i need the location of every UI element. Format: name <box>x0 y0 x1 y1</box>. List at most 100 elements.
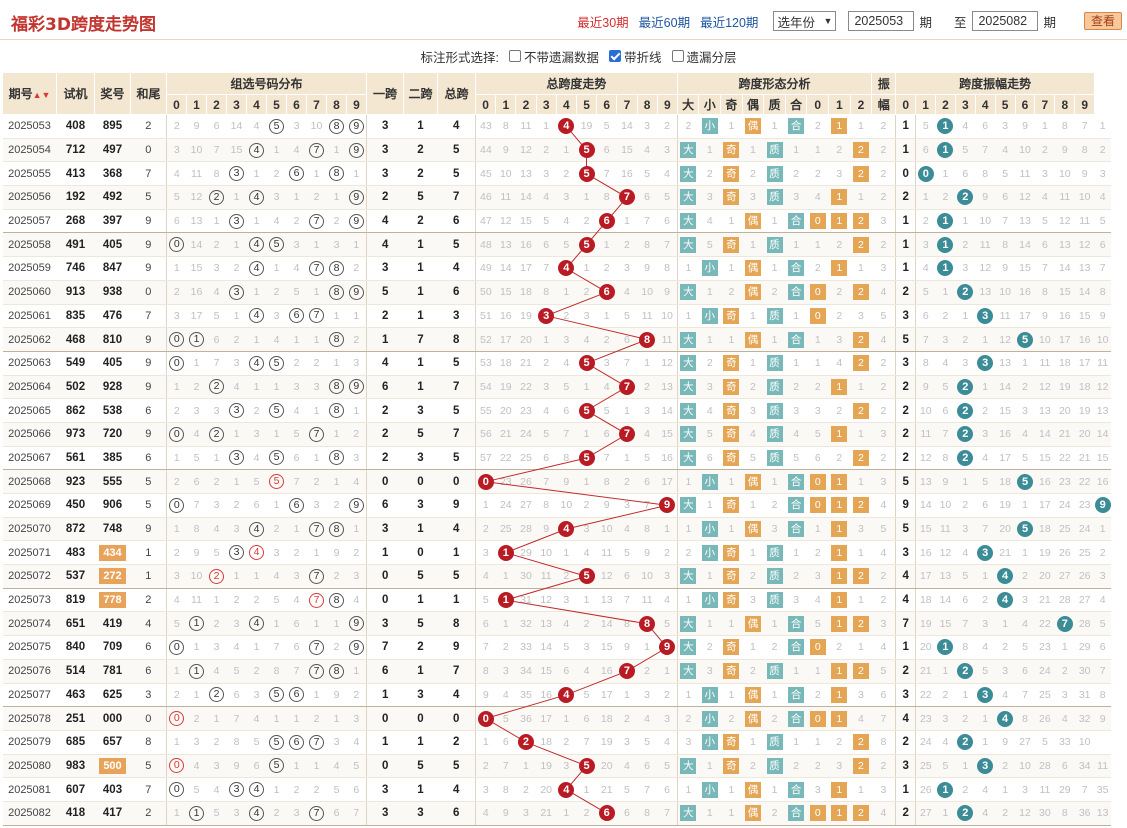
shape-hit-square: 质 <box>766 734 783 751</box>
kdxt-cell: 3 <box>698 185 721 210</box>
span-ball: 5 <box>578 165 595 182</box>
shape-hit-square: 偶 <box>744 686 761 703</box>
kdzf-cell: 23 <box>1054 469 1075 494</box>
checkbox-omission-layer[interactable] <box>671 50 684 62</box>
kdxt-cell: 5 <box>698 232 721 258</box>
table-row: 2025056 192 492 5 5 12 2 1 4 3 1 2 1 9 2 5 7 46 11 14 4 3 1 8 7 6… <box>2 185 1111 210</box>
period-cell: 2025059 <box>2 256 57 281</box>
kdxt-cell: 2 <box>720 280 743 305</box>
zkzs-cell: 16 <box>536 683 557 708</box>
shape-hit-square: 2 <box>852 355 869 372</box>
zkzs-cell: 7 <box>616 185 637 210</box>
winning-number-cell: 272 <box>94 564 131 589</box>
trial-number-cell: 251 <box>56 706 95 731</box>
kdzf-cell: 4 <box>1094 185 1111 210</box>
period-link-120[interactable]: 最近120期 <box>700 15 759 30</box>
span-ball: 7 <box>618 378 635 395</box>
total-span-cell: 0 <box>437 706 476 731</box>
zx-cell: 4 <box>206 517 227 542</box>
checkbox-no-omission[interactable] <box>508 50 521 62</box>
winning-number-cell: 385 <box>94 446 131 471</box>
zx-hit-circle: 8 <box>329 166 344 182</box>
shape-hit-square: 合 <box>788 686 805 703</box>
period-label-2: 期 <box>1043 15 1056 30</box>
kdxt-cell: 2 <box>742 161 764 187</box>
zkzs-cell: 7 <box>495 754 516 779</box>
span1-cell: 0 <box>366 754 404 779</box>
col-header-qi[interactable]: 期号▲▼ <box>2 72 57 115</box>
sum-tail-cell: 8 <box>130 730 167 755</box>
shape-hit-square: 0 <box>809 213 826 230</box>
sum-tail-cell: 2 <box>130 114 167 139</box>
kdxt-cell: 3 <box>698 659 721 684</box>
kdzf-cell: 24 <box>915 730 936 755</box>
shape-hit-square: 质 <box>766 165 783 182</box>
table-row: 2025063 549 405 9 0 1 7 3 4 5 2 2 1 3 4 1 5 53 18 21 2 4 5 3 7 1 1… <box>2 351 1111 376</box>
kdxt-cell: 大 <box>676 801 699 826</box>
zx-cell: 9 <box>346 280 367 305</box>
zkzs-cell: 5 <box>556 635 577 660</box>
shape-hit-square: 1 <box>831 686 848 703</box>
shape-hit-square: 偶 <box>744 473 761 490</box>
zx-cell: 8 <box>266 659 287 684</box>
span1-cell: 7 <box>366 635 404 660</box>
zx-hit-circle: 7 <box>309 639 324 655</box>
zkzs-cell: 3 <box>657 564 678 589</box>
zkzs-cell: 4 <box>596 375 617 400</box>
zx-hit-circle: 9 <box>348 379 364 395</box>
kdzf-cell: 1 <box>1015 351 1035 376</box>
zx-cell: 5 <box>286 280 307 305</box>
zkzs-cell: 1 <box>616 683 637 708</box>
kdzf-cell: 10 <box>915 398 936 423</box>
query-button[interactable]: 查看 <box>1083 12 1122 30</box>
zx-cell: 6 <box>286 730 307 755</box>
query-controls: 最近30期 最近60期 最近120期 选年份 ▼ 2025053 期 至 2025… <box>572 11 1122 31</box>
period-link-60[interactable]: 最近60期 <box>638 15 691 30</box>
zkzs-cell: 18 <box>536 730 557 755</box>
span2-cell: 1 <box>403 777 438 802</box>
zkzs-digit-header: 6 <box>596 94 618 115</box>
kdzf-cell: 6 <box>995 185 1016 210</box>
zkzs-cell: 23 <box>495 469 516 494</box>
zx-cell: 2 <box>166 540 187 566</box>
period-link-30[interactable]: 最近30期 <box>577 15 629 30</box>
kdzf-cell: 24 <box>1034 659 1055 684</box>
zx-hit-circle: 5 <box>269 118 284 134</box>
trial-number-cell: 463 <box>56 683 95 708</box>
kdzf-cell: 6 <box>1094 232 1111 258</box>
shape-hit-square: 奇 <box>723 497 740 514</box>
kdxt-cell: 0 <box>806 304 829 329</box>
zx-cell: 5 <box>206 540 227 566</box>
shape-hit-square: 大 <box>680 615 697 632</box>
zx-hit-circle: 9 <box>348 497 364 513</box>
zkzs-cell: 20 <box>495 398 516 423</box>
start-period-input[interactable]: 2025053 <box>848 11 915 31</box>
kdzf-cell: 19 <box>1074 398 1095 423</box>
zkzs-cell: 16 <box>616 161 637 187</box>
shape-hit-square: 质 <box>766 426 783 443</box>
trial-number-cell: 712 <box>56 138 95 163</box>
kdxt-cell: 偶 <box>742 801 764 826</box>
zx-cell: 2 <box>286 209 307 234</box>
zx-cell: 4 <box>206 280 227 305</box>
kdxt-cell: 合 <box>785 209 807 234</box>
zx-cell: 6 <box>226 683 247 708</box>
zkzs-cell: 19 <box>596 730 617 755</box>
zx-cell: 2 <box>306 469 327 494</box>
kdzf-cell: 28 <box>1034 754 1055 779</box>
year-select[interactable]: 选年份 ▼ <box>773 11 837 31</box>
zkzs-cell: 50 <box>474 280 496 305</box>
kdxt-cell: 1 <box>742 730 764 755</box>
kdxt-cell: 1 <box>676 588 699 613</box>
shape-hit-square: 2 <box>852 449 869 466</box>
checkbox-polyline[interactable] <box>608 50 621 62</box>
zx-hit-circle: 6 <box>289 166 304 182</box>
shape-hit-square: 合 <box>788 639 805 656</box>
kdxt-cell: 2 <box>850 754 872 779</box>
period-cell: 2025054 <box>2 138 57 163</box>
end-period-input[interactable]: 2025082 <box>972 11 1039 31</box>
shape-hit-square: 偶 <box>744 521 761 538</box>
zx-hit-circle: 5 <box>269 687 284 703</box>
zx-cell: 10 <box>306 114 327 139</box>
span-ball: 1 <box>497 544 514 561</box>
